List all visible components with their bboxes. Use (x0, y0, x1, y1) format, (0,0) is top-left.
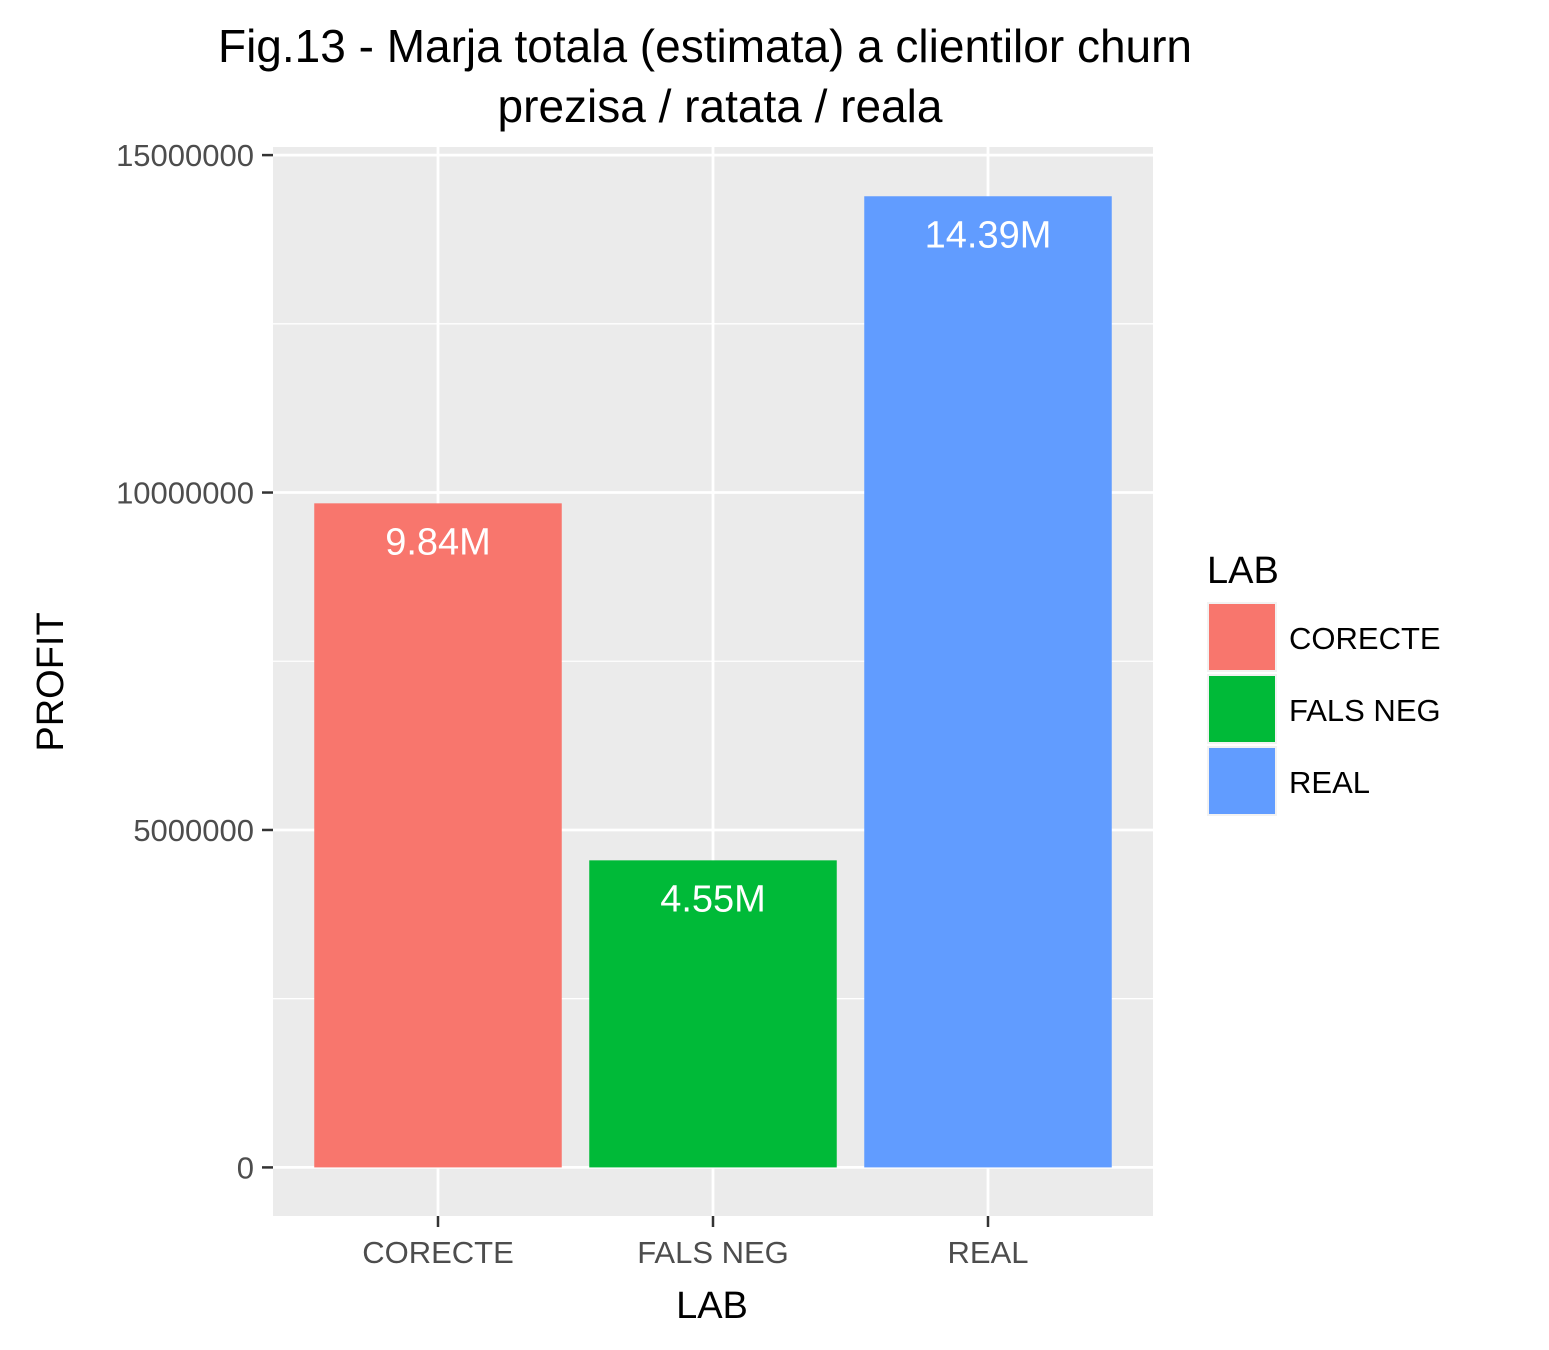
bars (314, 196, 1112, 1168)
y-tick-label: 10000000 (116, 476, 254, 511)
chart-title-line1: Fig.13 - Marja totala (estimata) a clien… (218, 20, 1192, 72)
y-tick-label: 5000000 (133, 813, 254, 848)
legend-entry-label: CORECTE (1289, 621, 1441, 656)
x-tick-label: FALS NEG (637, 1235, 789, 1270)
legend-swatch (1209, 676, 1275, 742)
x-tick-label: CORECTE (362, 1235, 514, 1270)
bar-corecte (314, 503, 562, 1168)
x-axis-title: LAB (676, 1285, 748, 1327)
y-axis: 0 5000000 10000000 15000000 (116, 138, 273, 1185)
legend: LAB CORECTE FALS NEG REAL (1207, 550, 1441, 816)
bar-value-label: 14.39M (925, 214, 1052, 256)
legend-swatch (1209, 748, 1275, 814)
legend-entry-label: FALS NEG (1289, 693, 1441, 728)
bar-value-label: 9.84M (385, 521, 491, 563)
legend-entry-label: REAL (1289, 765, 1370, 800)
chart-title-line2: prezisa / ratata / reala (498, 80, 943, 132)
legend-title: LAB (1207, 550, 1279, 592)
bar-value-label: 4.55M (660, 878, 766, 920)
x-tick-label: REAL (948, 1235, 1029, 1270)
y-tick-label: 15000000 (116, 138, 254, 173)
x-axis: CORECTE FALS NEG REAL (362, 1216, 1028, 1270)
y-tick-label: 0 (237, 1150, 254, 1185)
legend-swatch (1209, 604, 1275, 670)
bar-fals-neg (589, 860, 837, 1168)
bar-labels: 9.84M 4.55M 14.39M (385, 214, 1051, 920)
bar-real (864, 196, 1112, 1168)
y-axis-title: PROFIT (30, 612, 72, 751)
